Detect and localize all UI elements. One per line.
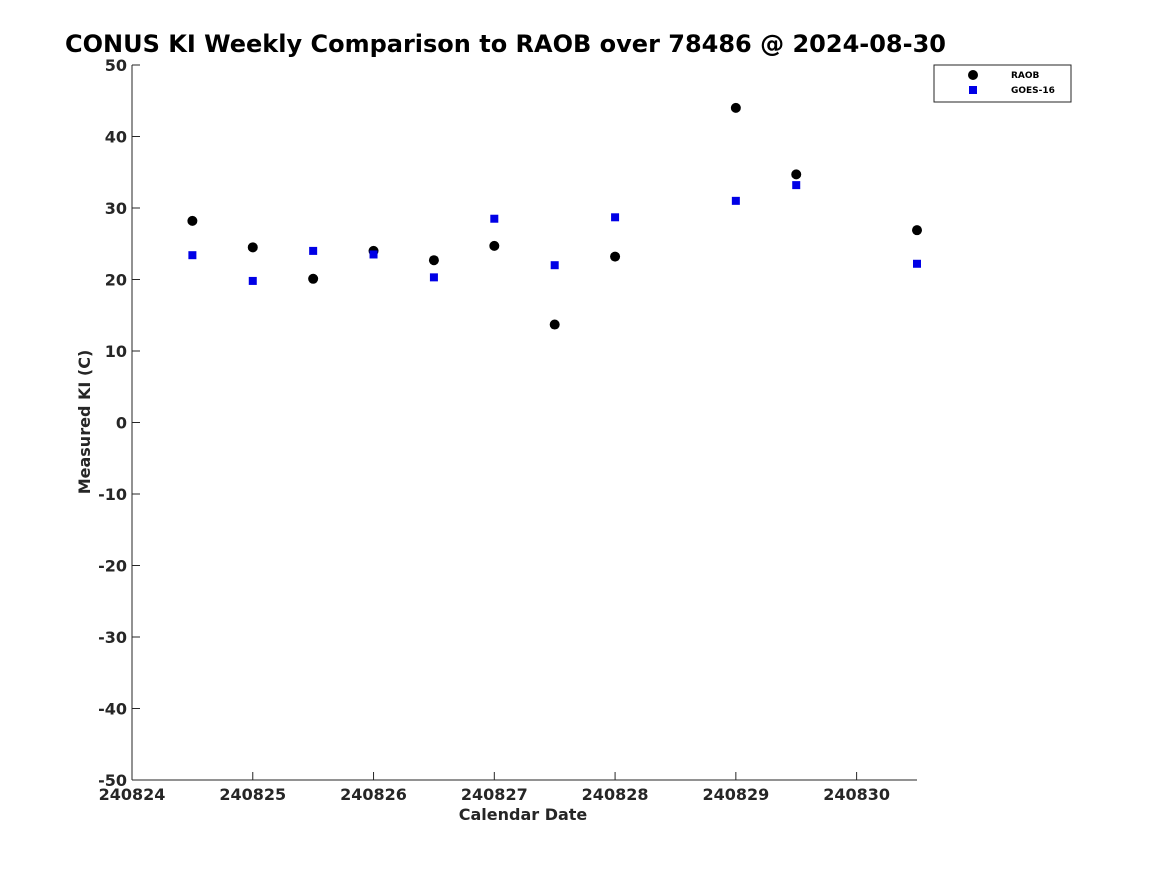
data-point-goes-16 xyxy=(188,251,197,260)
data-point-raob xyxy=(428,255,439,266)
data-point-goes-16 xyxy=(611,213,620,222)
y-tick-label: -30 xyxy=(98,628,127,647)
y-tick-label: 0 xyxy=(116,414,127,433)
x-tick-label: 240826 xyxy=(340,785,407,804)
legend-marker-raob xyxy=(968,70,978,80)
x-tick-label: 240825 xyxy=(219,785,286,804)
data-point-raob xyxy=(912,225,922,236)
y-ticks: 50 40 30 20 10 0 -10 -20 -30 -40 -50 xyxy=(98,56,140,790)
legend-marker-goes-16 xyxy=(969,86,977,94)
legend: RAOB GOES-16 xyxy=(933,64,1072,103)
y-axis-label: Measured KI (C) xyxy=(75,350,94,495)
legend-box xyxy=(933,64,1072,103)
data-point-goes-16 xyxy=(550,261,559,270)
data-point-goes-16 xyxy=(369,250,378,259)
data-point-goes-16 xyxy=(429,273,438,282)
data-point-raob xyxy=(187,215,198,226)
x-tick-label: 240827 xyxy=(461,785,528,804)
x-tick-label: 240830 xyxy=(823,785,890,804)
y-tick-label: -40 xyxy=(98,700,127,719)
data-point-raob xyxy=(610,251,621,262)
data-point-raob xyxy=(549,319,560,330)
data-point-goes-16 xyxy=(248,276,257,285)
data-point-goes-16 xyxy=(792,181,801,190)
legend-label: GOES-16 xyxy=(1011,86,1055,96)
data-points xyxy=(187,102,922,330)
data-point-raob xyxy=(489,240,500,251)
data-point-goes-16 xyxy=(731,196,740,205)
y-tick-label: -10 xyxy=(98,485,127,504)
data-point-goes-16 xyxy=(309,246,318,255)
x-axis-label: Calendar Date xyxy=(459,805,588,824)
data-point-raob xyxy=(730,102,741,113)
data-point-goes-16 xyxy=(490,214,499,223)
y-tick-label: -50 xyxy=(98,771,127,790)
data-point-raob xyxy=(247,242,258,253)
y-tick-label: 30 xyxy=(105,199,127,218)
x-tick-label: 240829 xyxy=(702,785,769,804)
x-tick-label: 240824 xyxy=(99,785,166,804)
y-tick-label: 10 xyxy=(105,342,127,361)
y-tick-label: 40 xyxy=(105,128,127,147)
data-point-raob xyxy=(791,169,802,180)
legend-label: RAOB xyxy=(1011,71,1040,81)
chart-title: CONUS KI Weekly Comparison to RAOB over … xyxy=(65,30,946,58)
y-tick-label: 20 xyxy=(105,271,127,290)
data-point-raob xyxy=(308,273,319,284)
x-ticks: 240824 240825 240826 240827 240828 240829 2408… xyxy=(99,772,890,804)
y-tick-label: 50 xyxy=(105,56,127,75)
data-point-goes-16 xyxy=(913,259,921,268)
y-tick-label: -20 xyxy=(98,557,127,576)
x-tick-label: 240828 xyxy=(582,785,649,804)
